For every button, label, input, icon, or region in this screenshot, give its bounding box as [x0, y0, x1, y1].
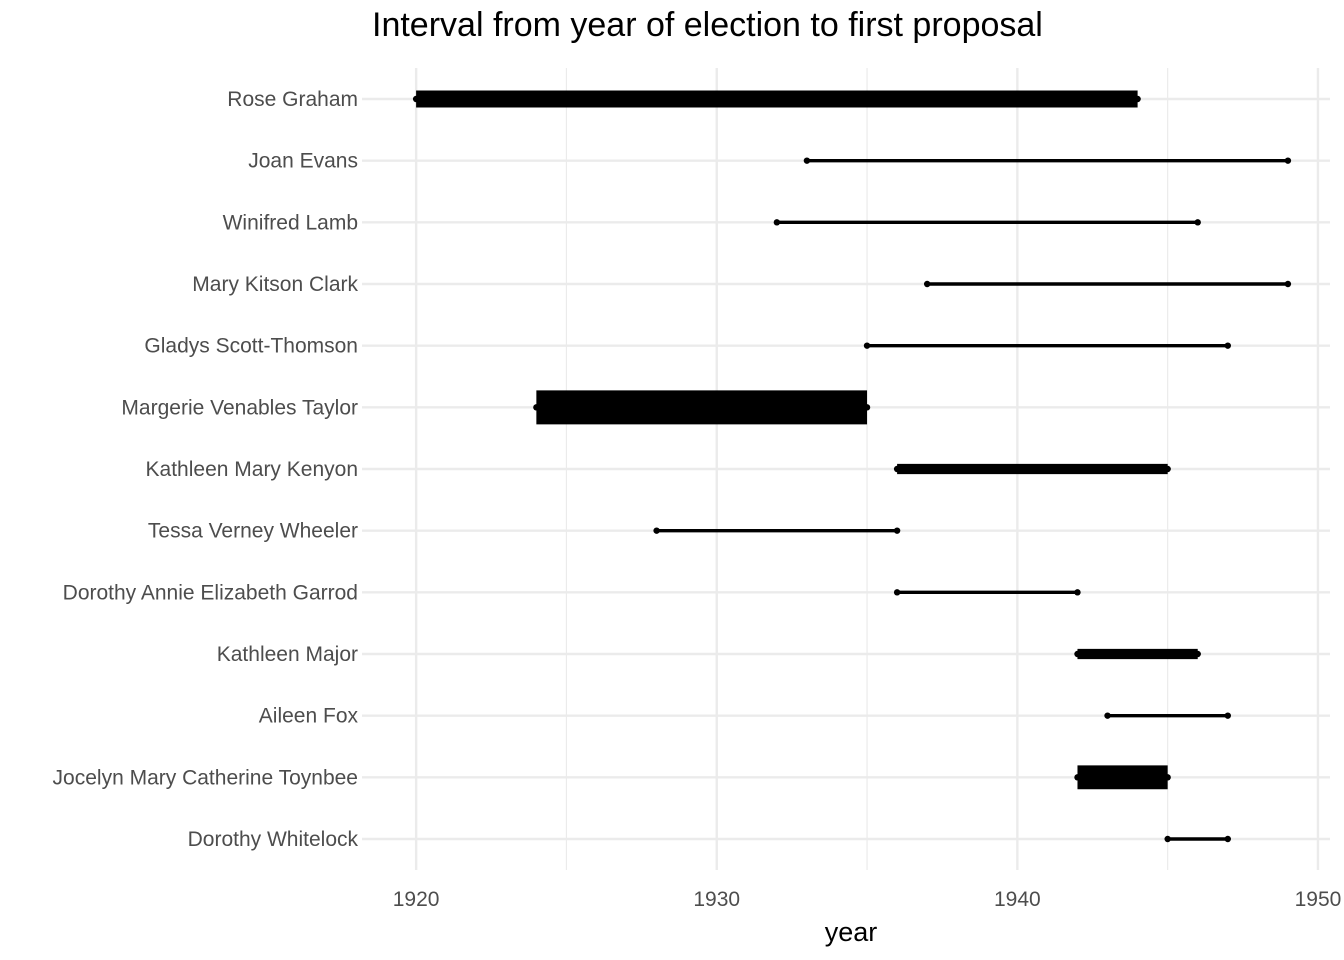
y-tick-label: Kathleen Mary Kenyon	[146, 458, 358, 481]
x-axis-labels: 1920 1930 1940 1950	[393, 888, 1342, 911]
major-gridlines	[362, 68, 1330, 870]
start-point	[1164, 835, 1171, 843]
y-axis-labels: Rose Graham Joan Evans Winifred Lamb Mary K…	[53, 88, 359, 851]
y-tick-label: Jocelyn Mary Catherine Toynbee	[53, 766, 358, 789]
end-point	[1224, 342, 1231, 349]
start-point	[1074, 774, 1081, 781]
start-point	[412, 95, 420, 103]
x-tick-label: 1950	[1295, 888, 1342, 911]
start-point	[1104, 712, 1111, 719]
x-axis-title: year	[825, 917, 878, 947]
y-tick-label: Winifred Lamb	[223, 211, 358, 234]
y-tick-label: Kathleen Major	[217, 643, 358, 666]
y-tick-label: Tessa Verney Wheeler	[148, 520, 358, 543]
start-point	[863, 342, 871, 349]
y-tick-label: Aileen Fox	[259, 705, 359, 728]
y-tick-label: Dorothy Whitelock	[188, 828, 359, 851]
end-point	[1224, 835, 1231, 843]
interval-endpoints	[412, 95, 1292, 843]
end-point	[1134, 95, 1141, 103]
end-point	[863, 404, 871, 411]
y-tick-label: Joan Evans	[248, 150, 358, 173]
x-tick-label: 1920	[393, 888, 440, 911]
start-point	[893, 589, 901, 596]
end-point	[893, 527, 901, 534]
end-point	[1194, 650, 1201, 658]
y-tick-label: Margerie Venables Taylor	[121, 396, 358, 419]
end-point	[1164, 465, 1171, 473]
start-point	[923, 280, 931, 288]
start-point	[533, 404, 540, 411]
start-point	[1074, 650, 1081, 658]
start-point	[773, 219, 781, 226]
end-point	[1194, 219, 1201, 226]
start-point	[893, 465, 901, 473]
x-tick-label: 1930	[693, 888, 740, 911]
end-point	[1224, 712, 1231, 719]
y-tick-label: Dorothy Annie Elizabeth Garrod	[63, 581, 358, 604]
end-point	[1284, 280, 1292, 288]
y-tick-label: Gladys Scott-Thomson	[144, 335, 358, 358]
x-tick-label: 1940	[994, 888, 1041, 911]
end-point	[1284, 157, 1292, 164]
y-tick-label: Mary Kitson Clark	[192, 273, 358, 296]
chart-title: Interval from year of election to first …	[372, 6, 1043, 44]
end-point	[1164, 774, 1171, 781]
y-tick-label: Rose Graham	[227, 88, 358, 111]
interval-segments	[416, 90, 1288, 841]
start-point	[803, 157, 811, 164]
start-point	[653, 527, 660, 534]
end-point	[1074, 589, 1081, 596]
